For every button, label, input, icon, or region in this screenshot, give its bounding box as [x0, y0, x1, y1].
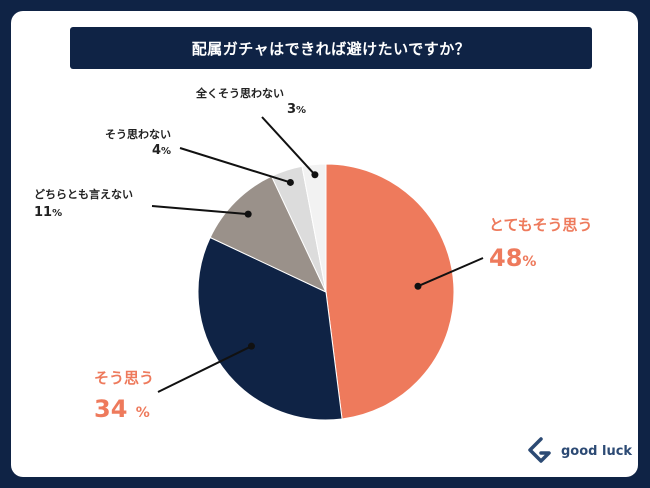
slice-label-3-percent: 4% — [152, 143, 172, 158]
pie-slice-2 — [209, 175, 328, 294]
logo-text: good luck — [561, 443, 633, 459]
leader-line-4 — [261, 116, 316, 176]
leader-dot-4 — [311, 171, 319, 179]
slice-label-4-percent: 3% — [287, 102, 307, 117]
pie-slices — [197, 163, 455, 421]
slice-label-0-percent: 48% — [489, 244, 537, 272]
pie-slice-0 — [325, 163, 455, 420]
leader-line-2 — [151, 205, 249, 216]
leader-dot-3 — [286, 178, 294, 186]
slice-label-3-name: そう思わない — [105, 128, 171, 141]
slice-label-0-name: とてもそう思う — [489, 216, 593, 234]
leader-line-1 — [157, 345, 252, 393]
leader-line-0 — [417, 257, 484, 288]
slice-label-1-percent: 34 % — [94, 395, 150, 423]
leader-dot-0 — [414, 282, 422, 290]
leader-dot-2 — [244, 210, 252, 218]
slice-label-4-name: 全くそう思わない — [196, 87, 284, 100]
pie-slice-4 — [301, 163, 327, 293]
leader-line-3 — [179, 147, 291, 184]
slice-label-2-percent: 11% — [34, 205, 63, 220]
slice-label-2-name: どちらとも言えない — [34, 188, 133, 201]
good-luck-logo: good luck — [527, 437, 632, 465]
chart-title: 配属ガチャはできれば避けたいですか？ — [70, 27, 592, 69]
good-luck-logo-icon — [528, 437, 551, 463]
leader-lines — [151, 116, 484, 393]
leader-dot-1 — [247, 342, 255, 350]
slice-label-1-name: そう思う — [94, 369, 155, 387]
